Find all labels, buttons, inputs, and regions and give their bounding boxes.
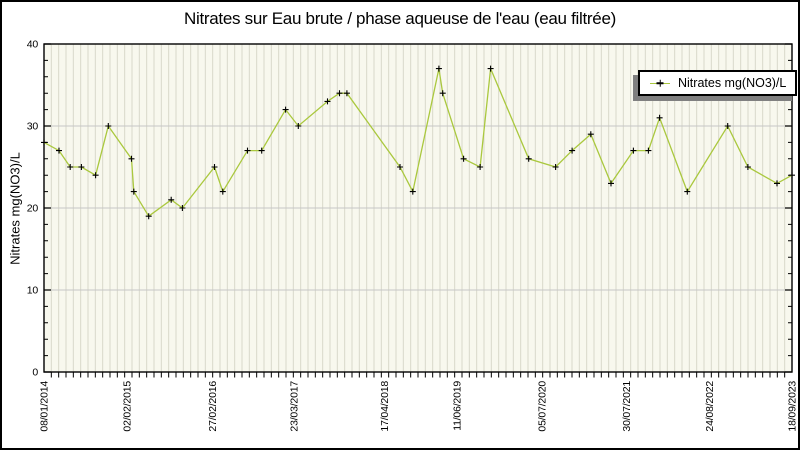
x-tick-label: 11/06/2019	[451, 381, 463, 431]
legend: Nitrates mg(NO3)/L	[638, 70, 797, 96]
y-tick-label: 20	[27, 203, 39, 215]
legend-label: Nitrates mg(NO3)/L	[678, 76, 786, 90]
x-tick-label: 17/04/2018	[379, 381, 391, 432]
x-tick-label: 02/02/2015	[122, 381, 134, 432]
y-tick-label: 0	[32, 367, 38, 379]
x-tick-label: 08/01/2014	[39, 381, 51, 432]
x-minor-ticks	[51, 372, 784, 378]
legend-line-marker-icon	[649, 77, 671, 89]
y-tick-label: 30	[27, 121, 39, 133]
x-tick-label: 24/08/2022	[704, 381, 716, 432]
x-tick-label: 27/02/2016	[207, 381, 219, 432]
y-tick-label: 10	[27, 285, 39, 297]
x-tick-label: 05/07/2020	[537, 381, 549, 432]
x-tick-label: 18/09/2023	[787, 381, 799, 432]
x-tick-label: 23/03/2017	[288, 381, 300, 432]
y-tick-label: 40	[27, 39, 39, 51]
x-tick-label: 30/07/2021	[621, 381, 633, 432]
